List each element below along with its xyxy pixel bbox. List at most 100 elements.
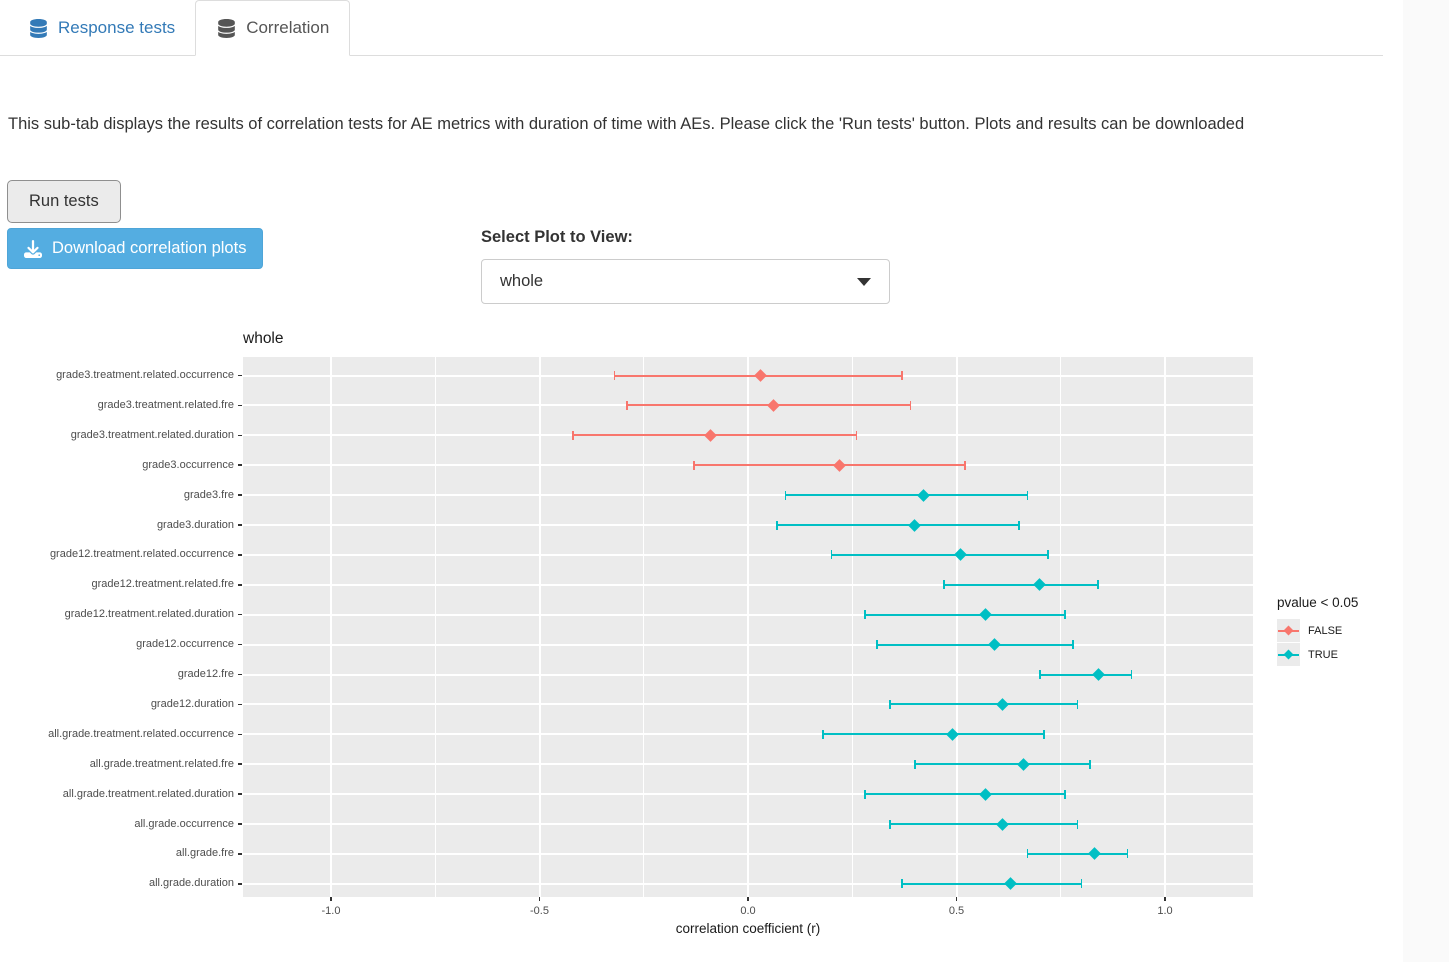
legend-label: FALSE — [1308, 625, 1343, 637]
gridline-major — [1164, 357, 1166, 897]
plot-select-dropdown[interactable]: whole — [481, 259, 890, 304]
gridline-major — [747, 357, 749, 897]
y-axis-tick — [238, 434, 242, 437]
y-axis-tick — [238, 404, 242, 407]
error-bar-cap — [1130, 670, 1133, 679]
error-bar — [914, 763, 1090, 766]
x-axis-title: correlation coefficient (r) — [675, 921, 821, 936]
error-bar-cap — [1076, 699, 1079, 709]
y-axis-label: grade12.fre — [177, 668, 234, 680]
y-axis-label: grade3.treatment.related.fre — [97, 398, 234, 411]
y-axis-tick — [238, 793, 242, 795]
database-icon — [216, 19, 237, 38]
x-axis-tick — [955, 897, 958, 901]
y-axis-label: all.grade.occurrence — [134, 817, 234, 830]
gridline-major — [538, 357, 541, 897]
error-bar-cap — [1047, 550, 1050, 560]
download-correlation-plots-button[interactable]: Download correlation plots — [7, 228, 264, 269]
error-bar-cap — [863, 610, 866, 620]
tab-response-tests[interactable]: Response tests — [8, 0, 195, 55]
error-bar-cap — [901, 371, 904, 380]
error-bar-cap — [1080, 879, 1083, 889]
gridline-row — [243, 703, 1253, 706]
y-axis-tick — [238, 613, 242, 616]
error-bar-cap — [1064, 789, 1066, 799]
error-bar-cap — [876, 640, 879, 650]
x-axis-tick — [538, 897, 541, 901]
y-axis-tick — [238, 733, 242, 736]
tab-label: Response tests — [58, 17, 176, 37]
gridline-major — [330, 357, 332, 897]
description-text: This sub-tab displays the results of cor… — [8, 115, 1245, 133]
gridline-row — [243, 763, 1253, 766]
x-tick-label: 1.0 — [1157, 905, 1173, 917]
gridline-row — [243, 613, 1253, 616]
error-bar — [1039, 673, 1132, 676]
error-bar-cap — [855, 430, 858, 440]
y-axis-label: grade12.occurrence — [136, 638, 234, 651]
error-bar-cap — [692, 460, 695, 470]
error-bar — [902, 882, 1082, 885]
error-bar-cap — [1072, 640, 1075, 650]
x-axis-tick — [330, 897, 332, 901]
y-axis-tick — [238, 883, 242, 885]
y-axis-tick — [238, 524, 242, 526]
legend-title: pvalue < 0.05 — [1277, 595, 1359, 610]
error-bar-cap — [1097, 580, 1100, 590]
error-bar — [943, 583, 1099, 586]
gridline-row — [243, 823, 1253, 825]
gridline-row — [243, 553, 1253, 556]
x-tick-label: -0.5 — [530, 905, 549, 917]
run-tests-button[interactable]: Run tests — [7, 180, 121, 223]
y-axis-tick — [238, 374, 242, 377]
error-bar — [864, 793, 1065, 796]
error-bar-cap — [626, 400, 628, 410]
y-axis-tick — [238, 673, 242, 676]
error-bar-cap — [1043, 729, 1045, 739]
error-bar-cap — [1089, 759, 1091, 769]
y-axis-tick — [238, 703, 242, 706]
gridline-minor — [643, 357, 645, 897]
error-bar — [1027, 852, 1128, 855]
gridline-row — [243, 673, 1253, 676]
x-tick-label: -1.0 — [321, 905, 341, 917]
error-bar — [889, 823, 1078, 825]
y-axis-tick — [238, 823, 242, 825]
select-plot-label: Select Plot to View: — [481, 228, 633, 246]
gridline-row — [243, 882, 1253, 885]
y-axis-label: all.grade.duration — [148, 877, 234, 890]
gridline-row — [243, 852, 1253, 855]
error-bar-cap — [964, 460, 966, 470]
error-bar — [777, 524, 1020, 526]
error-bar-cap — [914, 759, 916, 769]
download-button-label: Download correlation plots — [52, 239, 247, 257]
y-axis-label: all.grade.treatment.related.occurrence — [48, 727, 234, 740]
y-axis-tick — [238, 464, 242, 466]
y-axis-label: grade3.treatment.related.occurrence — [56, 369, 234, 381]
x-axis-tick — [1164, 897, 1166, 901]
error-bar — [831, 553, 1049, 556]
y-axis-tick — [238, 584, 242, 586]
y-axis-label: grade3.duration — [156, 518, 234, 531]
tab-bar: Response tests Correlation — [0, 0, 1383, 56]
error-bar-cap — [830, 550, 833, 560]
gridline-row — [243, 583, 1253, 586]
y-axis-label: all.grade.fre — [175, 847, 234, 860]
error-bar-cap — [613, 371, 616, 380]
legend-label: TRUE — [1308, 649, 1338, 661]
gridline-row — [243, 643, 1253, 646]
error-bar — [785, 494, 1028, 497]
error-bar — [693, 464, 965, 467]
y-axis-label: grade3.treatment.related.duration — [70, 428, 234, 441]
error-bar-cap — [943, 580, 945, 590]
error-bar-cap — [1076, 819, 1079, 829]
database-icon — [28, 18, 49, 38]
y-axis-label: grade12.duration — [150, 697, 234, 710]
gridline-minor — [1060, 357, 1062, 897]
gridline-major — [955, 357, 958, 897]
error-bar — [823, 733, 1045, 736]
gridline-row — [243, 524, 1253, 526]
gridline-minor — [434, 357, 436, 897]
tab-correlation[interactable]: Correlation — [195, 0, 351, 56]
y-axis-label: grade12.treatment.related.occurrence — [49, 548, 234, 561]
